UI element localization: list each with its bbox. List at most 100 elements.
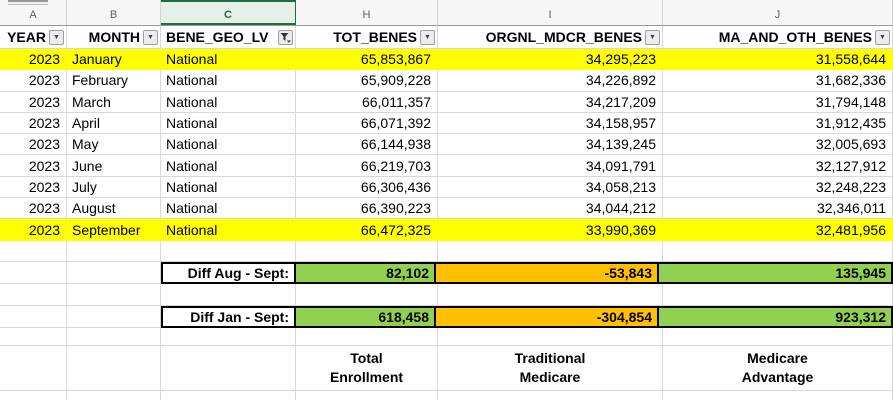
cell-ma-and-oth-benes[interactable]: 31,794,148 — [663, 91, 893, 112]
diff-tot-benes-cell[interactable]: 618,458 — [296, 307, 436, 326]
cell-month[interactable]: September — [72, 221, 141, 238]
cell-tot-benes[interactable]: 65,853,867 — [360, 51, 431, 68]
column-header-j[interactable]: J — [663, 0, 893, 25]
diff-tot-benes-cell[interactable]: 82,102 — [296, 263, 436, 282]
cell-tot-benes[interactable]: 66,306,436 — [296, 176, 438, 198]
cell-month[interactable]: July — [67, 176, 161, 198]
empty-cell[interactable] — [0, 390, 67, 400]
cell-year[interactable]: 2023 — [0, 155, 67, 176]
empty-cell[interactable] — [0, 261, 67, 284]
cell-month[interactable]: March — [67, 91, 161, 112]
filter-dropdown-button[interactable]: ▼ — [875, 29, 890, 45]
empty-cell[interactable] — [438, 240, 663, 261]
cell-geo-level[interactable]: National — [161, 176, 296, 198]
empty-cell[interactable] — [67, 240, 161, 261]
cell-geo-level[interactable]: National — [166, 51, 218, 68]
empty-cell[interactable] — [0, 305, 67, 328]
cell-tot-benes[interactable]: 66,071,392 — [296, 112, 438, 134]
cell-orgnl-mdcr-benes[interactable]: 34,058,213 — [438, 176, 663, 198]
cell-year[interactable]: 2023 — [28, 221, 60, 238]
cell-orgnl-mdcr-benes[interactable]: 34,139,245 — [438, 134, 663, 155]
empty-cell[interactable] — [296, 283, 438, 305]
column-header-c-selected[interactable]: C — [161, 0, 296, 25]
cell-geo-level[interactable]: National — [161, 91, 296, 112]
filter-funnel-button[interactable] — [278, 29, 293, 45]
cell-month[interactable]: May — [67, 134, 161, 155]
empty-cell[interactable] — [438, 283, 663, 305]
cell-tot-benes[interactable]: 66,011,357 — [296, 91, 438, 112]
empty-cell[interactable] — [161, 240, 296, 261]
diff-orgnl-mdcr-cell[interactable]: -304,854 — [436, 307, 659, 326]
cell-orgnl-mdcr-benes[interactable]: 34,226,892 — [438, 70, 663, 91]
cell-tot-benes[interactable]: 66,144,938 — [296, 134, 438, 155]
cell-geo-level[interactable]: National — [161, 134, 296, 155]
cell-geo-level[interactable]: National — [161, 155, 296, 176]
filter-dropdown-button[interactable]: ▼ — [143, 29, 158, 45]
empty-cell[interactable] — [663, 283, 893, 305]
empty-cell[interactable] — [67, 283, 161, 305]
cell-tot-benes[interactable]: 66,390,223 — [296, 198, 438, 219]
cell-ma-and-oth-benes[interactable]: 32,248,223 — [663, 176, 893, 198]
label-traditional-medicare[interactable]: Traditional Medicare — [438, 345, 663, 390]
cell-month[interactable]: January — [72, 51, 122, 68]
label-total-enrollment[interactable]: Total Enrollment — [296, 345, 438, 390]
empty-cell[interactable] — [67, 261, 161, 284]
empty-cell[interactable] — [296, 327, 438, 345]
cell-year[interactable]: 2023 — [0, 134, 67, 155]
empty-cell[interactable] — [161, 283, 296, 305]
column-header-a[interactable]: A — [0, 0, 67, 25]
column-header-h[interactable]: H — [296, 0, 438, 25]
filter-dropdown-button[interactable]: ▼ — [420, 29, 435, 45]
cell-month[interactable]: April — [67, 112, 161, 134]
diff-ma-oth-cell[interactable]: 923,312 — [659, 307, 891, 326]
column-header-i[interactable]: I — [438, 0, 663, 25]
empty-cell[interactable] — [663, 327, 893, 345]
header-cell-orgnl-mdcr-benes[interactable]: ORGNL_MDCR_BENES ▼ — [438, 26, 663, 48]
cell-ma-and-oth-benes[interactable]: 31,558,644 — [815, 51, 886, 68]
cell-year[interactable]: 2023 — [0, 91, 67, 112]
cell-ma-and-oth-benes[interactable]: 31,682,336 — [663, 70, 893, 91]
empty-cell[interactable] — [0, 327, 67, 345]
cell-year[interactable]: 2023 — [0, 70, 67, 91]
cell-orgnl-mdcr-benes[interactable]: 34,044,212 — [438, 198, 663, 219]
empty-cell[interactable] — [0, 345, 67, 390]
filter-dropdown-button[interactable]: ▼ — [645, 29, 660, 45]
header-cell-ma-and-oth-benes[interactable]: MA_AND_OTH_BENES ▼ — [663, 26, 893, 48]
empty-cell[interactable] — [67, 345, 161, 390]
cell-geo-level[interactable]: National — [161, 198, 296, 219]
cell-orgnl-mdcr-benes[interactable]: 33,990,369 — [585, 221, 656, 238]
cell-year[interactable]: 2023 — [0, 112, 67, 134]
cell-month[interactable]: June — [67, 155, 161, 176]
empty-cell[interactable] — [438, 390, 663, 400]
empty-cell[interactable] — [161, 327, 296, 345]
header-cell-month[interactable]: MONTH ▼ — [67, 26, 161, 48]
cell-ma-and-oth-benes[interactable]: 32,005,693 — [663, 134, 893, 155]
empty-cell[interactable] — [663, 240, 893, 261]
cell-year[interactable]: 2023 — [0, 176, 67, 198]
cell-month[interactable]: August — [67, 198, 161, 219]
empty-cell[interactable] — [161, 390, 296, 400]
empty-cell[interactable] — [67, 305, 161, 328]
cell-orgnl-mdcr-benes[interactable]: 34,158,957 — [438, 112, 663, 134]
header-cell-bene-geo-lvl[interactable]: BENE_GEO_LV — [161, 26, 296, 48]
cell-geo-level[interactable]: National — [161, 70, 296, 91]
empty-cell[interactable] — [0, 283, 67, 305]
cell-orgnl-mdcr-benes[interactable]: 34,091,791 — [438, 155, 663, 176]
diff-ma-oth-cell[interactable]: 135,945 — [659, 263, 891, 282]
cell-geo-level[interactable]: National — [161, 112, 296, 134]
diff-orgnl-mdcr-cell[interactable]: -53,843 — [436, 263, 659, 282]
cell-ma-and-oth-benes[interactable]: 32,481,956 — [815, 221, 886, 238]
cell-orgnl-mdcr-benes[interactable]: 34,217,209 — [438, 91, 663, 112]
label-medicare-advantage[interactable]: Medicare Advantage — [663, 345, 893, 390]
empty-cell[interactable] — [67, 327, 161, 345]
cell-tot-benes[interactable]: 66,219,703 — [296, 155, 438, 176]
cell-tot-benes[interactable]: 65,909,228 — [296, 70, 438, 91]
header-cell-year[interactable]: YEAR ▼ — [0, 26, 67, 48]
empty-cell[interactable] — [296, 240, 438, 261]
empty-cell[interactable] — [0, 240, 67, 261]
cell-ma-and-oth-benes[interactable]: 32,346,011 — [663, 198, 893, 219]
column-header-b[interactable]: B — [67, 0, 161, 25]
cell-month[interactable]: February — [67, 70, 161, 91]
cell-ma-and-oth-benes[interactable]: 31,912,435 — [663, 112, 893, 134]
cell-ma-and-oth-benes[interactable]: 32,127,912 — [663, 155, 893, 176]
